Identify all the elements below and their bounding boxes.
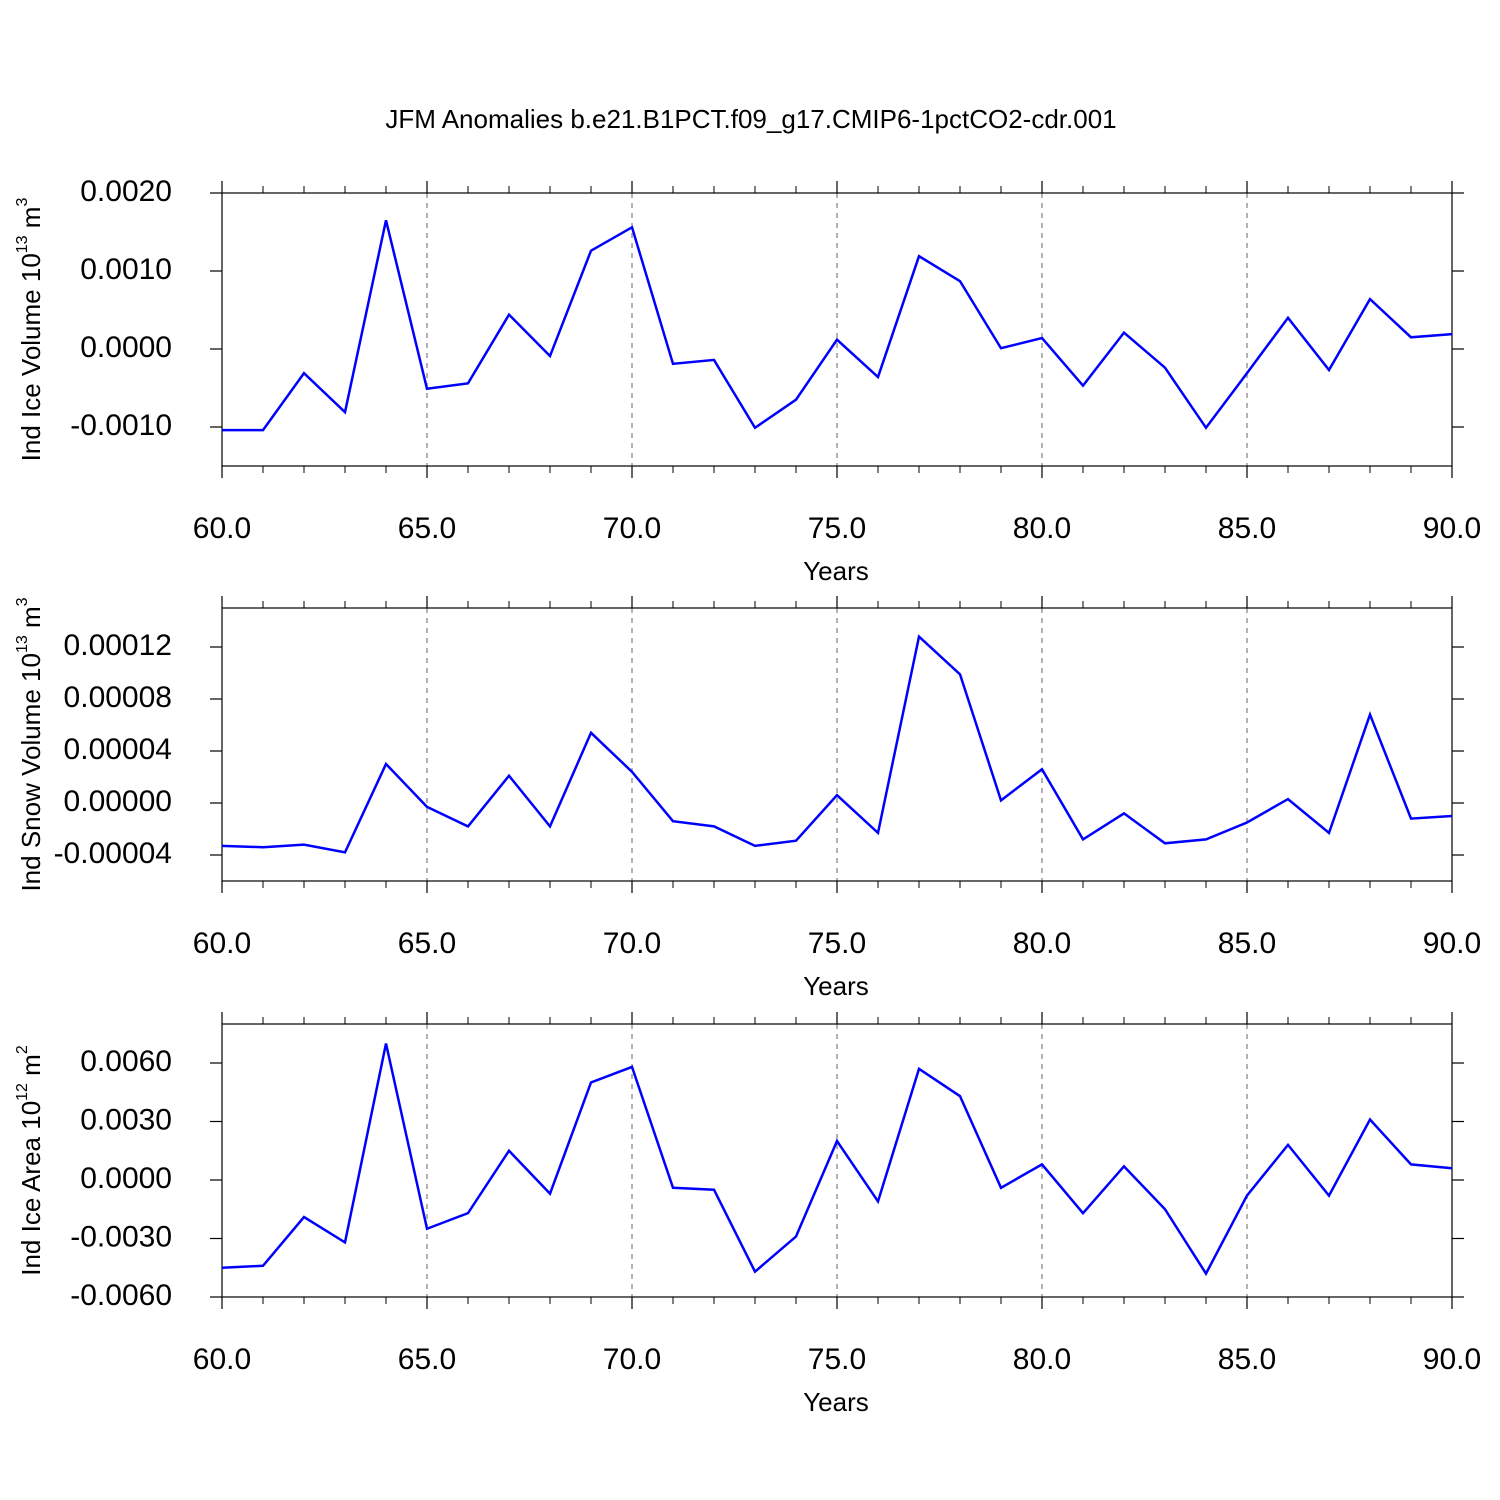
data-line	[221, 1043, 1453, 1277]
y-tick-label: 0.00012	[64, 629, 172, 662]
y-tick-label: 0.0060	[80, 1045, 172, 1078]
y-axis-label: Ind Snow Volume 1013 m3	[14, 597, 46, 891]
y-label-text: m	[16, 1054, 46, 1083]
y-label-text: Ind Snow Volume 10	[16, 653, 46, 892]
y-tick-label: 0.0030	[80, 1103, 172, 1136]
data-line	[222, 220, 1453, 432]
y-label-exponent: 12	[14, 1083, 31, 1101]
x-tick-label: 70.0	[603, 1343, 661, 1376]
x-tick-label: 70.0	[603, 512, 661, 545]
x-tick-label: 60.0	[193, 1343, 251, 1376]
x-tick-label: 90.0	[1423, 927, 1481, 960]
y-tick-label: 0.0020	[80, 175, 172, 208]
y-label-exponent: 13	[14, 635, 31, 653]
y-axis-label: Ind Ice Area 1012 m2	[14, 1045, 46, 1276]
y-tick-label: 0.0010	[80, 253, 172, 286]
x-tick-label: 65.0	[398, 1343, 456, 1376]
x-tick-label: 80.0	[1013, 927, 1071, 960]
x-tick-label: 80.0	[1013, 1343, 1071, 1376]
plot-frame	[221, 1023, 1453, 1298]
plot-frame	[221, 192, 1453, 467]
y-tick-label: -0.0060	[70, 1279, 172, 1312]
y-axis-label: Ind Ice Volume 1013 m3	[14, 198, 46, 462]
y-label-exponent: 3	[14, 597, 31, 606]
y-label-text: Ind Ice Area 10	[16, 1101, 46, 1276]
x-axis-label: Years	[803, 556, 869, 586]
y-label-text: Ind Ice Volume 10	[16, 253, 46, 461]
y-tick-label: 0.00004	[64, 733, 172, 766]
x-tick-label: 65.0	[398, 512, 456, 545]
y-tick-label: -0.00004	[54, 837, 172, 870]
data-line	[221, 634, 1453, 854]
x-tick-label: 90.0	[1423, 512, 1481, 545]
y-tick-label: 0.00000	[64, 785, 172, 818]
x-tick-label: 70.0	[603, 927, 661, 960]
x-tick-label: 90.0	[1423, 1343, 1481, 1376]
plot-frame	[221, 607, 1453, 882]
y-label-text: m	[16, 207, 46, 236]
y-tick-label: 0.0000	[80, 331, 172, 364]
x-tick-label: 85.0	[1218, 1343, 1276, 1376]
x-tick-label: 85.0	[1218, 927, 1276, 960]
x-tick-label: 60.0	[193, 512, 251, 545]
x-tick-label: 75.0	[808, 1343, 866, 1376]
y-label-exponent: 2	[14, 1045, 31, 1054]
y-tick-label: 0.0000	[80, 1162, 172, 1195]
x-tick-label: 85.0	[1218, 512, 1276, 545]
x-tick-label: 60.0	[193, 927, 251, 960]
x-tick-label: 75.0	[808, 927, 866, 960]
x-axis-label: Years	[803, 1387, 869, 1417]
y-tick-label: 0.00008	[64, 681, 172, 714]
y-label-exponent: 13	[14, 235, 31, 253]
x-tick-label: 65.0	[398, 927, 456, 960]
y-tick-label: -0.0010	[70, 409, 172, 442]
y-tick-label: -0.0030	[70, 1220, 172, 1253]
x-axis-label: Years	[803, 971, 869, 1001]
chart-title: JFM Anomalies b.e21.B1PCT.f09_g17.CMIP6-…	[385, 104, 1116, 134]
y-label-exponent: 3	[14, 198, 31, 207]
x-tick-label: 80.0	[1013, 512, 1071, 545]
y-label-text: m	[16, 606, 46, 635]
x-tick-label: 75.0	[808, 512, 866, 545]
